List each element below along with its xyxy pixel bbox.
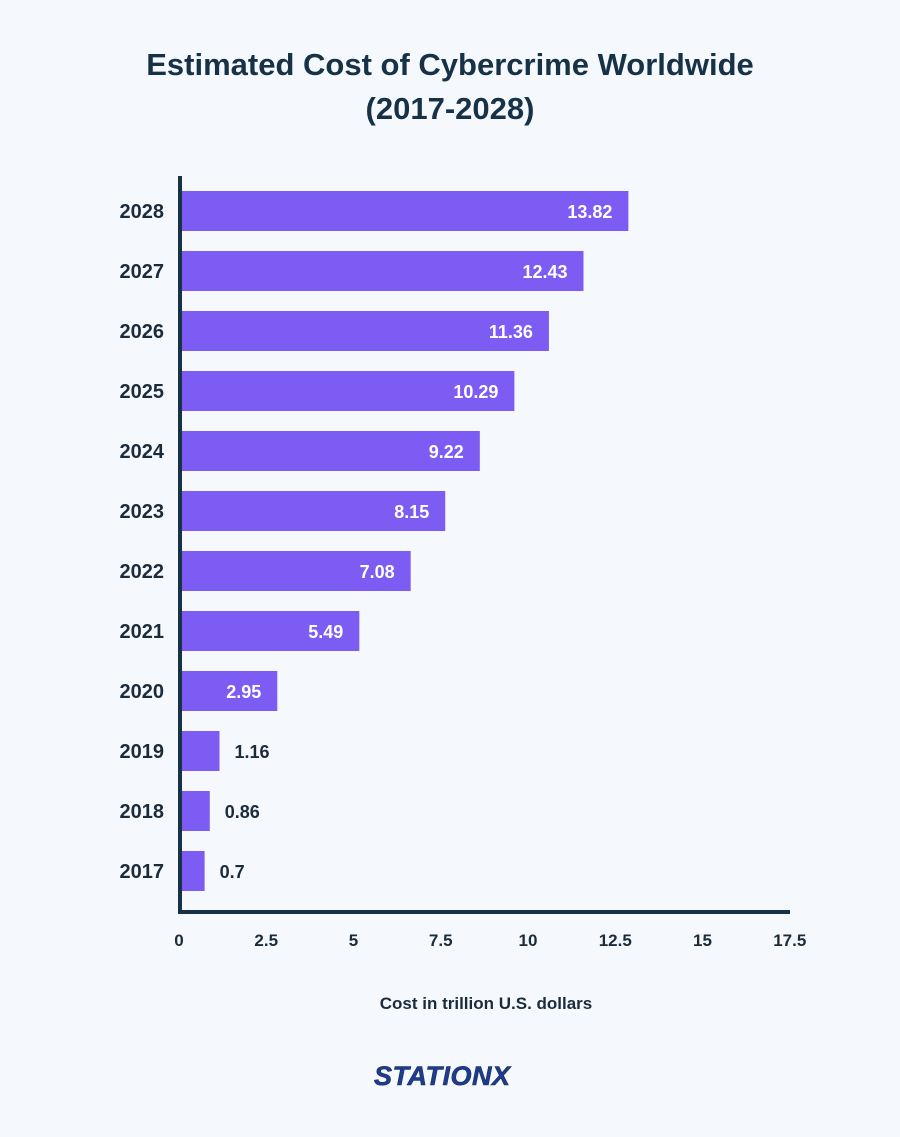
chart-subtitle: (2017-2028) bbox=[366, 91, 535, 126]
data-labels: 13.82 12.43 11.36 10.29 9.22 8.15 7.08 5.49 2.95… bbox=[220, 202, 613, 882]
bar-2019 bbox=[182, 731, 220, 771]
bar-2024 bbox=[182, 431, 480, 471]
bar-2027 bbox=[182, 251, 584, 291]
y-tick-label: 2017 bbox=[120, 861, 165, 883]
data-label: 1.16 bbox=[234, 742, 269, 762]
bar-2021 bbox=[182, 611, 360, 651]
bar-2028 bbox=[182, 191, 629, 231]
x-axis-label: Cost in trillion U.S. dollars bbox=[380, 994, 593, 1013]
data-label: 11.36 bbox=[489, 322, 533, 342]
chart-title: Estimated Cost of Cybercrime Worldwide bbox=[146, 47, 754, 82]
data-label: 5.49 bbox=[308, 622, 343, 642]
data-label: 9.22 bbox=[429, 442, 464, 462]
bar-2020 bbox=[182, 671, 278, 711]
y-tick-label: 2020 bbox=[120, 681, 165, 703]
bar-2022 bbox=[182, 551, 411, 591]
bar-2018 bbox=[182, 791, 210, 831]
x-tick-label: 5 bbox=[349, 931, 358, 950]
stationx-logo: STATIONX bbox=[374, 1061, 512, 1092]
y-tick-label: 2027 bbox=[120, 261, 165, 283]
y-tick-label: 2024 bbox=[120, 441, 165, 463]
data-label: 8.15 bbox=[394, 502, 429, 522]
x-tick-label: 7.5 bbox=[429, 931, 453, 950]
logo-text: STATIONX bbox=[374, 1061, 512, 1091]
bar-2025 bbox=[182, 371, 515, 411]
data-label: 13.82 bbox=[567, 202, 612, 222]
data-label: 0.7 bbox=[220, 862, 245, 882]
x-tick-label: 2.5 bbox=[254, 931, 278, 950]
data-label: 7.08 bbox=[360, 562, 395, 582]
x-tick-label: 12.5 bbox=[599, 931, 632, 950]
data-label: 12.43 bbox=[522, 262, 567, 282]
y-tick-label: 2019 bbox=[120, 741, 165, 763]
y-tick-label: 2021 bbox=[120, 621, 165, 643]
x-tick-label: 10 bbox=[519, 931, 538, 950]
y-tick-label: 2028 bbox=[120, 201, 165, 223]
x-axis-tick-labels: 0 2.5 5 7.5 10 12.5 15 17.5 bbox=[174, 931, 806, 950]
data-label: 2.95 bbox=[226, 682, 261, 702]
y-tick-label: 2026 bbox=[120, 321, 165, 343]
y-tick-label: 2023 bbox=[120, 501, 165, 523]
bar-2023 bbox=[182, 491, 446, 531]
data-label: 10.29 bbox=[453, 382, 498, 402]
data-label: 0.86 bbox=[225, 802, 260, 822]
y-tick-label: 2025 bbox=[120, 381, 165, 403]
x-tick-label: 0 bbox=[174, 931, 183, 950]
x-tick-label: 15 bbox=[693, 931, 712, 950]
bar-2026 bbox=[182, 311, 549, 351]
x-tick-label: 17.5 bbox=[773, 931, 806, 950]
y-axis-tick-labels: 2028 2027 2026 2025 2024 2023 2022 2021 2020 2019… bbox=[120, 201, 165, 883]
bar-2017 bbox=[182, 851, 205, 891]
y-tick-label: 2018 bbox=[120, 801, 165, 823]
bars bbox=[182, 191, 629, 891]
y-tick-label: 2022 bbox=[120, 561, 165, 583]
